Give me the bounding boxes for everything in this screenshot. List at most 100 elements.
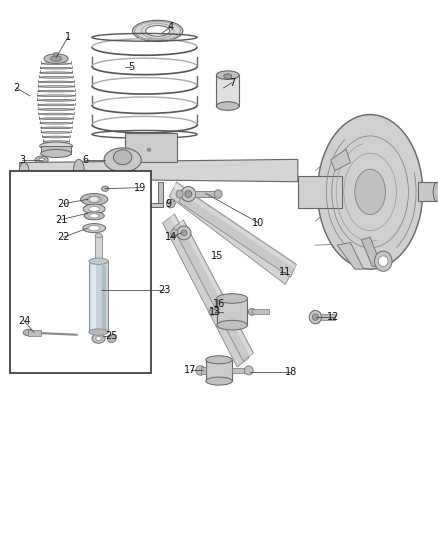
Ellipse shape [42,132,71,133]
Text: 23: 23 [158,286,170,295]
Polygon shape [174,183,292,275]
Ellipse shape [39,158,45,162]
Ellipse shape [171,229,178,237]
Ellipse shape [145,26,170,36]
Ellipse shape [19,163,29,179]
Ellipse shape [147,148,151,151]
Bar [10,171,151,373]
Ellipse shape [93,195,95,197]
Ellipse shape [41,150,71,158]
Ellipse shape [39,76,73,78]
Bar [125,133,177,162]
Ellipse shape [44,54,68,63]
Ellipse shape [37,100,75,101]
Ellipse shape [39,142,73,150]
Polygon shape [173,220,254,361]
Ellipse shape [99,198,101,200]
Ellipse shape [81,193,108,205]
Ellipse shape [89,329,108,335]
Text: 6: 6 [82,155,88,165]
Ellipse shape [378,256,388,266]
Bar [136,182,141,206]
Polygon shape [183,190,296,269]
Text: 19: 19 [134,183,146,192]
Bar [28,330,41,336]
Polygon shape [162,214,249,367]
Bar [91,265,96,330]
Text: 2: 2 [14,83,20,93]
Ellipse shape [38,81,74,83]
Bar [136,203,163,207]
Ellipse shape [43,141,69,142]
Text: 22: 22 [57,232,70,242]
Text: 3: 3 [19,155,25,165]
Polygon shape [337,243,364,269]
Polygon shape [180,221,252,356]
Text: 4: 4 [168,22,174,31]
Ellipse shape [132,20,183,42]
Polygon shape [361,237,381,266]
Bar [201,367,206,374]
Text: 9: 9 [166,199,172,208]
Ellipse shape [433,182,438,201]
Text: 16: 16 [213,299,225,309]
Ellipse shape [53,53,59,56]
Ellipse shape [216,71,239,79]
Ellipse shape [217,294,247,303]
Ellipse shape [95,233,102,238]
Ellipse shape [166,199,175,208]
Bar [206,360,232,381]
Bar [252,309,269,314]
Text: 21: 21 [55,215,67,224]
Ellipse shape [97,200,99,203]
Ellipse shape [37,95,75,96]
Ellipse shape [38,90,74,92]
Ellipse shape [39,113,74,115]
Ellipse shape [177,226,191,240]
Bar [158,182,163,206]
Polygon shape [20,159,298,182]
Ellipse shape [206,356,232,364]
Text: 14: 14 [165,232,177,242]
Ellipse shape [42,63,71,64]
Polygon shape [170,215,248,361]
Text: 13: 13 [208,307,221,317]
Text: 10: 10 [252,218,265,228]
Ellipse shape [83,204,105,214]
Ellipse shape [40,67,72,69]
Ellipse shape [102,186,109,191]
Ellipse shape [95,259,102,263]
Polygon shape [179,189,297,277]
Text: 12: 12 [327,312,339,322]
Ellipse shape [38,86,74,87]
Text: 15: 15 [211,251,223,261]
Ellipse shape [355,169,385,214]
Ellipse shape [89,214,99,218]
Ellipse shape [39,118,73,119]
Ellipse shape [87,196,101,203]
Ellipse shape [104,148,141,172]
Bar [298,176,342,208]
Ellipse shape [87,198,90,200]
Ellipse shape [97,196,99,198]
Ellipse shape [248,308,255,315]
Bar [195,191,218,197]
Text: 11: 11 [279,267,291,277]
Text: 25: 25 [106,331,118,341]
Ellipse shape [83,224,106,233]
Ellipse shape [224,74,232,79]
Ellipse shape [374,251,392,271]
Text: 20: 20 [57,199,70,208]
Ellipse shape [38,109,74,110]
Polygon shape [170,182,293,285]
Ellipse shape [38,104,74,106]
Bar [216,75,239,106]
Bar [89,261,108,332]
Ellipse shape [217,320,247,330]
Ellipse shape [185,191,192,197]
Polygon shape [331,149,350,171]
Ellipse shape [181,187,196,201]
Bar [321,314,335,320]
Ellipse shape [42,136,70,138]
Ellipse shape [40,123,72,124]
